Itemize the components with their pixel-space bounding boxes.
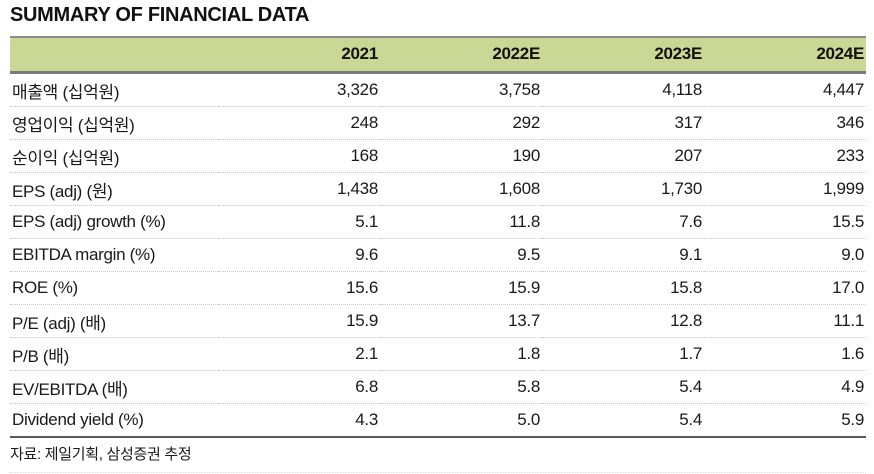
table-row: P/B (배) 2.1 1.8 1.7 1.6 [10, 337, 866, 371]
table-cell: 1,438 [218, 172, 380, 206]
page-title: SUMMARY OF FINANCIAL DATA [10, 4, 310, 26]
table-cell: 1.6 [704, 337, 866, 371]
table-cell: 13.7 [380, 304, 542, 338]
source-note: 자료: 제일기획, 삼성증권 추정 [10, 443, 866, 473]
table-cell: 190 [380, 139, 542, 173]
table-cell: 5.0 [517, 410, 540, 429]
table-cell: 5.4 [542, 370, 704, 404]
row-label: 순이익 (십억원) [10, 139, 218, 173]
row-label: ROE (%) [10, 271, 218, 305]
table-row: ROE (%) 15.6 15.9 15.8 17.0 [10, 271, 866, 305]
table-cell: 4,118 [542, 72, 704, 107]
table-cell: 7.6 [542, 205, 704, 239]
table-cell: 11.8 [380, 205, 542, 239]
table-cell: 317 [542, 106, 704, 140]
table-body: 매출액 (십억원) 3,326 3,758 4,118 4,447 영업이익 (… [10, 72, 866, 438]
table-cell: 5.1 [218, 205, 380, 239]
table-cell: 1,999 [704, 172, 866, 206]
table-cell: 3,326 [218, 72, 380, 107]
table-cell: 4.3 [355, 410, 378, 429]
header-cell-2023e: 2023E [542, 37, 704, 74]
table-row: 영업이익 (십억원) 248 292 317 346 [10, 106, 866, 140]
table-cell: 9.0 [704, 238, 866, 272]
table-cell: 5.4 [679, 410, 702, 429]
table-cell: 15.6 [218, 271, 380, 305]
row-label: 매출액 (십억원) [10, 72, 218, 107]
table-cell: 168 [218, 139, 380, 173]
table-row: P/E (adj) (배) 15.9 13.7 12.8 11.1 [10, 304, 866, 338]
row-label: P/E (adj) (배) [10, 304, 218, 338]
table-cell: 346 [704, 106, 866, 140]
table-cell: 6.8 [218, 370, 380, 404]
table-cell: 12.8 [542, 304, 704, 338]
table-cell: 15.8 [542, 271, 704, 305]
table-row: Dividend yield (%) 4.3 5.0 5.4 5.9 [10, 404, 866, 438]
row-label: 영업이익 (십억원) [10, 106, 218, 140]
table-cell: 292 [380, 106, 542, 140]
table-cell: 4,447 [704, 72, 866, 107]
table-cell: 3,758 [380, 72, 542, 107]
header-cell-2022e: 2022E [380, 37, 542, 74]
table-cell: 233 [704, 139, 866, 173]
row-label: EPS (adj) (원) [10, 172, 218, 206]
table-header: 2021 2022E 2023E 2024E [10, 37, 866, 74]
table-row: EBITDA margin (%) 9.6 9.5 9.1 9.0 [10, 238, 866, 272]
table-cell: 1,608 [380, 172, 542, 206]
table-cell: 15.5 [704, 205, 866, 239]
table-row: 순이익 (십억원) 168 190 207 233 [10, 139, 866, 173]
row-label: EPS (adj) growth (%) [10, 205, 218, 239]
table-row: EV/EBITDA (배) 6.8 5.8 5.4 4.9 [10, 370, 866, 404]
table-cell: 9.6 [218, 238, 380, 272]
header-cell-2021: 2021 [218, 37, 380, 74]
table-cell: 11.1 [704, 304, 866, 338]
row-label: P/B (배) [10, 337, 218, 371]
header-row: 2021 2022E 2023E 2024E [10, 37, 866, 74]
table-cell: 2.1 [218, 337, 380, 371]
row-label: EBITDA margin (%) [10, 238, 218, 272]
table-cell: 207 [542, 139, 704, 173]
table-row: 매출액 (십억원) 3,326 3,758 4,118 4,447 [10, 72, 866, 107]
table-cell: 17.0 [704, 271, 866, 305]
row-label: EV/EBITDA (배) [10, 370, 218, 404]
table-row: EPS (adj) (원) 1,438 1,608 1,730 1,999 [10, 172, 866, 206]
table-row: EPS (adj) growth (%) 5.1 11.8 7.6 15.5 [10, 205, 866, 239]
table-cell: 1.7 [542, 337, 704, 371]
table-cell: 248 [218, 106, 380, 140]
table-cell: 5.9 [841, 410, 864, 429]
table-cell: 15.9 [380, 271, 542, 305]
row-label: Dividend yield (%) [12, 410, 144, 429]
table-cell: 5.8 [380, 370, 542, 404]
table-cell: 9.1 [542, 238, 704, 272]
header-cell-2024e: 2024E [704, 37, 866, 74]
table-cell: 1.8 [380, 337, 542, 371]
table-cell: 4.9 [704, 370, 866, 404]
header-cell-label [10, 37, 218, 74]
table-cell: 15.9 [218, 304, 380, 338]
financial-summary-table: 2021 2022E 2023E 2024E 매출액 (십억원) 3,326 3… [10, 36, 866, 438]
table-cell: 9.5 [380, 238, 542, 272]
table-cell: 1,730 [542, 172, 704, 206]
